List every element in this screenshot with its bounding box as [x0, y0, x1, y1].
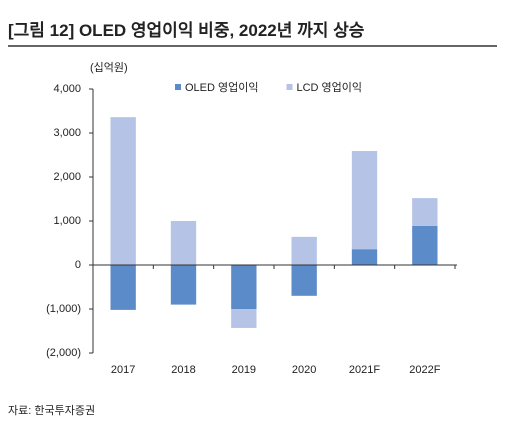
x-tick-label: 2021F: [349, 364, 380, 376]
legend-swatch: [175, 84, 181, 90]
unit-label: (십억원): [90, 61, 128, 74]
legend-label: LCD 영업이익: [297, 81, 363, 94]
bar: [412, 225, 438, 265]
y-tick-label: 2,000: [53, 171, 81, 183]
bar: [231, 265, 257, 309]
legend-swatch: [286, 84, 293, 90]
bar: [351, 249, 378, 265]
bar: [110, 117, 136, 265]
y-tick-label: 0: [75, 259, 81, 271]
x-tick-label: 2017: [111, 364, 135, 376]
x-tick-label: 2022F: [409, 364, 440, 376]
source: 자료: 한국투자증권: [8, 404, 95, 417]
bar: [170, 265, 197, 305]
bar: [170, 221, 197, 265]
bar: [351, 151, 378, 250]
x-tick-label: 2018: [171, 364, 195, 376]
x-tick-label: 2019: [232, 364, 256, 376]
x-tick-label: 2020: [292, 364, 316, 376]
y-tick-label: (1,000): [46, 303, 81, 315]
y-tick-label: (2,000): [46, 347, 81, 359]
bar: [291, 236, 317, 265]
bar: [291, 265, 317, 296]
y-tick-label: 1,000: [53, 215, 81, 227]
y-tick-label: 4,000: [53, 83, 81, 95]
bar: [110, 265, 136, 310]
y-tick-label: 3,000: [53, 127, 81, 139]
bar: [231, 309, 257, 328]
chart-title: [그림 12] OLED 영업이익 비중, 2022년 까지 상승: [8, 21, 365, 40]
bar: [412, 198, 438, 226]
legend-label: OLED 영업이익: [185, 81, 259, 94]
